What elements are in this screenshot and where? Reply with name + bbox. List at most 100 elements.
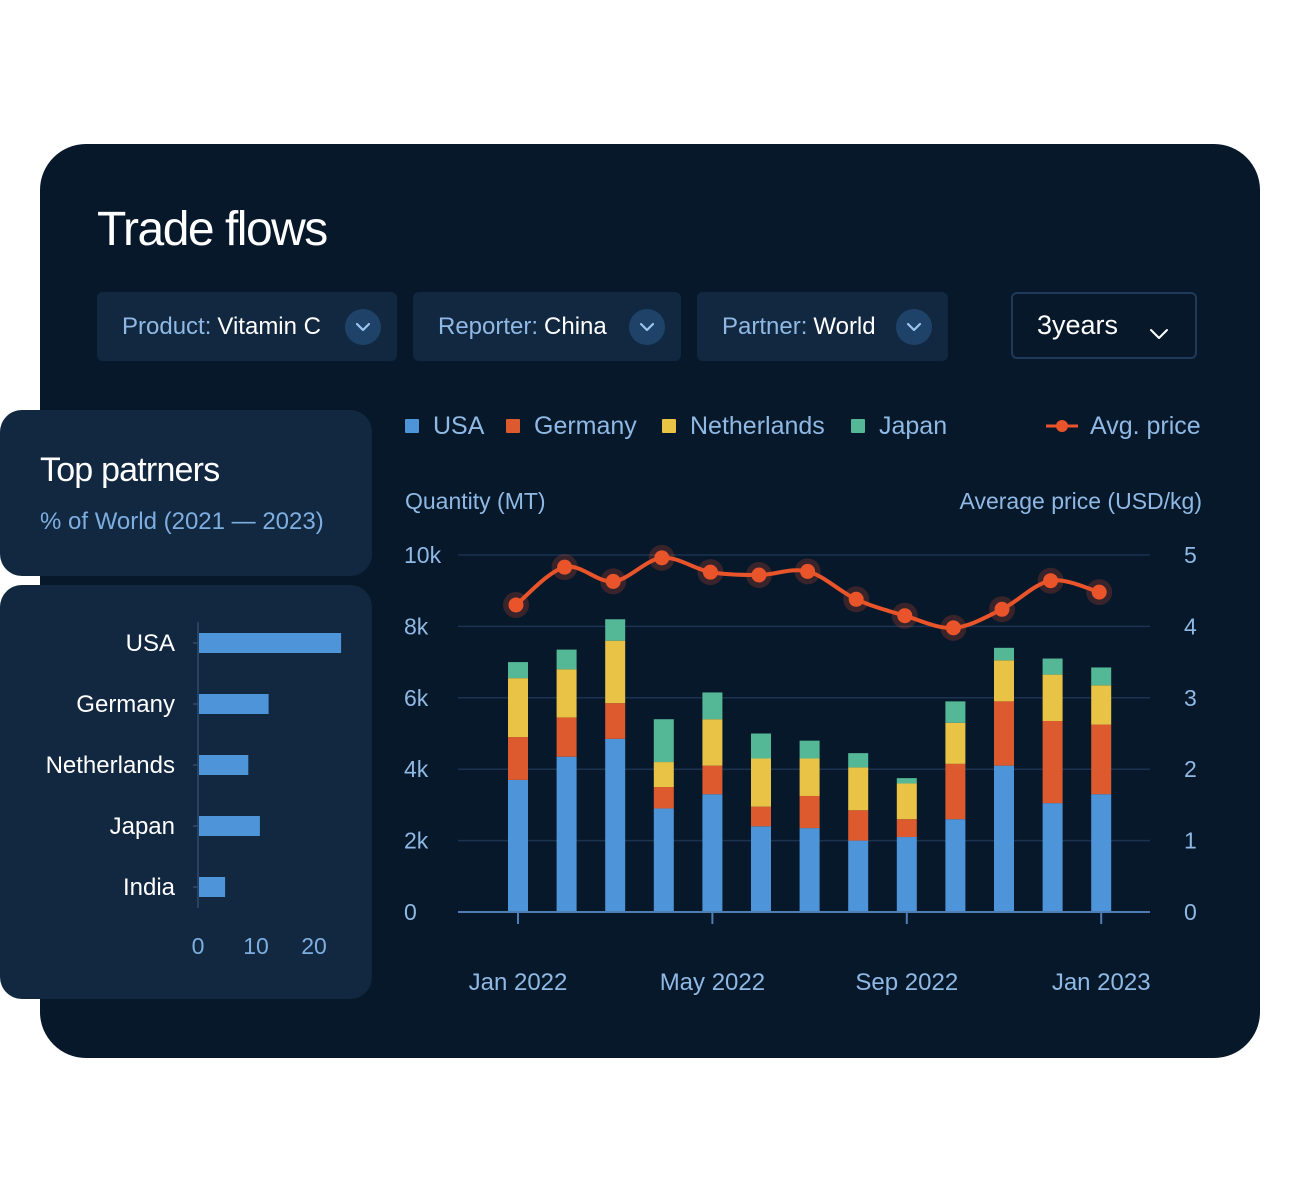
reporter-filter[interactable]: Reporter: China	[413, 292, 681, 361]
legend-item-usa[interactable]: USA	[405, 410, 484, 442]
bar-segment-japan	[605, 619, 626, 641]
bar-segment-netherlands	[751, 758, 771, 807]
bar-segment-japan	[1042, 658, 1063, 675]
hbar-x-tick-label: 10	[243, 933, 269, 959]
hbar-x-tick-label: 20	[301, 933, 327, 959]
legend-label: Japan	[879, 411, 948, 440]
top-partners-header-panel	[0, 410, 372, 576]
avg-price-point	[800, 563, 816, 579]
avg-price-point	[557, 559, 573, 575]
filter-label: Product:	[122, 312, 212, 340]
avg-price-point	[654, 550, 670, 566]
bar-segment-usa	[945, 819, 966, 912]
time-range-select[interactable]: 3years	[1011, 292, 1197, 359]
legend-item-netherlands[interactable]: Netherlands	[662, 410, 825, 442]
y2-tick-label: 3	[1184, 685, 1197, 711]
bar-segment-germany	[653, 787, 674, 809]
bar-segment-japan	[848, 753, 869, 768]
y2-tick-label: 2	[1184, 756, 1197, 782]
x-tick-label: Sep 2022	[855, 969, 958, 996]
legend-swatch	[662, 419, 676, 433]
x-tick-label: Jan 2022	[469, 969, 568, 996]
bar-segment-usa	[848, 840, 869, 912]
bar-segment-germany	[702, 765, 723, 795]
bar-segment-netherlands	[896, 783, 917, 820]
bar-segment-japan	[994, 647, 1014, 661]
bar-segment-germany	[896, 819, 917, 838]
bar-segment-netherlands	[848, 767, 869, 811]
bar-segment-japan	[945, 701, 966, 723]
legend-label: Germany	[534, 411, 637, 440]
bar-segment-usa	[653, 808, 674, 912]
bar-segment-usa	[799, 828, 820, 912]
bar-segment-japan	[896, 778, 917, 784]
legend-swatch	[405, 419, 419, 433]
legend-item-avg-price[interactable]: Avg. price	[1045, 410, 1201, 442]
y-tick-label: 4k	[404, 756, 429, 782]
filter-value: World	[813, 312, 876, 340]
bar-segment-germany	[994, 701, 1014, 766]
chevron-down-icon[interactable]	[896, 309, 932, 345]
top-partners-title: Top patrners	[40, 451, 220, 489]
hbar-category-label: Japan	[110, 813, 175, 840]
bar-segment-germany	[605, 703, 626, 739]
x-tick-label: Jan 2023	[1052, 969, 1151, 996]
bar-segment-germany	[1042, 721, 1063, 804]
legend-swatch	[506, 419, 520, 433]
bar-segment-germany	[1091, 724, 1112, 795]
hbar-bar	[199, 633, 342, 653]
filter-label: Partner:	[722, 312, 808, 340]
bar-segment-usa	[751, 826, 771, 912]
bar-segment-japan	[556, 649, 577, 670]
legend-label: Netherlands	[690, 411, 825, 440]
bar-segment-netherlands	[945, 722, 966, 764]
bar-segment-usa	[556, 756, 577, 912]
y-tick-label: 6k	[404, 685, 429, 711]
bar-segment-japan	[508, 662, 528, 679]
top-partners-chart-panel	[0, 585, 372, 999]
bar-segment-netherlands	[508, 678, 528, 738]
chevron-down-icon[interactable]	[345, 309, 381, 345]
bar-segment-usa	[1091, 794, 1112, 912]
bar-segment-germany	[751, 806, 771, 827]
bar-segment-usa	[605, 738, 626, 912]
y2-tick-label: 4	[1184, 613, 1197, 639]
legend-label: Avg. price	[1090, 411, 1201, 440]
avg-price-point	[605, 573, 621, 589]
hbar-bar	[199, 694, 269, 714]
y-axis-title: Quantity (MT)	[405, 488, 546, 514]
line-marker-icon	[1046, 420, 1078, 432]
bar-segment-usa	[994, 765, 1014, 912]
bar-segment-usa	[702, 794, 723, 912]
filter-value: Vitamin C	[217, 312, 321, 340]
avg-price-point	[751, 567, 767, 583]
legend-swatch	[851, 419, 865, 433]
y-tick-label: 0	[404, 899, 417, 925]
y2-axis-title: Average price (USD/kg)	[959, 488, 1202, 514]
chevron-down-icon[interactable]	[1149, 316, 1169, 347]
legend-item-germany[interactable]: Germany	[506, 410, 637, 442]
chevron-down-icon[interactable]	[629, 309, 665, 345]
filter-value: China	[544, 312, 607, 340]
page-title: Trade flows	[97, 203, 328, 256]
product-filter[interactable]: Product: Vitamin C	[97, 292, 397, 361]
hbar-bar	[199, 877, 226, 897]
bar-segment-japan	[751, 733, 771, 759]
y-tick-label: 2k	[404, 828, 429, 854]
bar-segment-netherlands	[1042, 674, 1063, 722]
hbar-category-label: Netherlands	[46, 752, 175, 779]
hbar-category-label: India	[123, 874, 176, 901]
hbar-category-label: USA	[126, 630, 175, 657]
bar-segment-japan	[1091, 667, 1112, 686]
partner-filter[interactable]: Partner: World	[697, 292, 948, 361]
time-range-value: 3years	[1037, 310, 1119, 340]
avg-price-point	[702, 564, 718, 580]
avg-price-point	[848, 591, 864, 607]
avg-price-point	[994, 601, 1010, 617]
hbar-x-tick-label: 0	[192, 933, 205, 959]
bar-segment-germany	[799, 795, 820, 829]
bar-segment-usa	[896, 837, 917, 912]
legend-item-japan[interactable]: Japan	[851, 410, 947, 442]
avg-price-point	[897, 608, 913, 624]
